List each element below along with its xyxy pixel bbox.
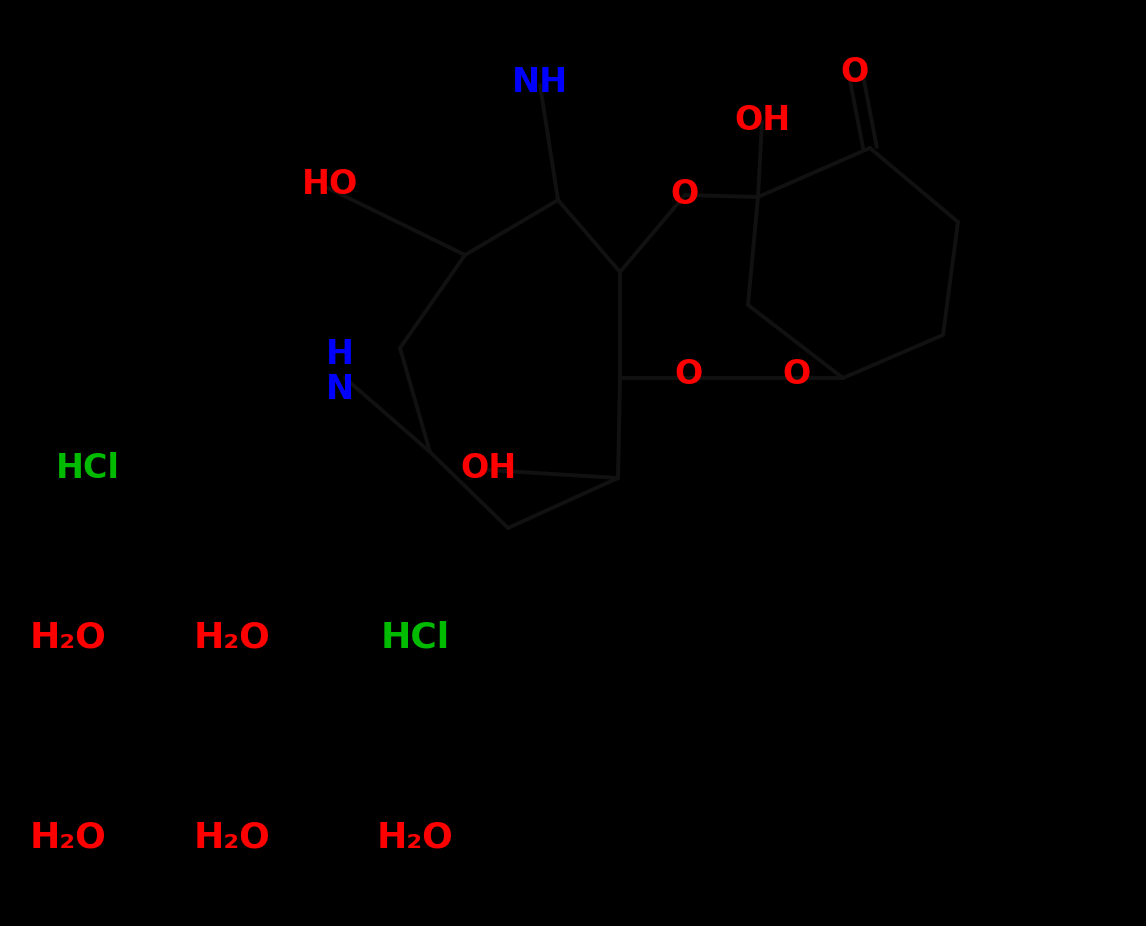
Text: H: H	[325, 339, 354, 371]
Text: H₂O: H₂O	[194, 821, 270, 855]
Text: HO: HO	[301, 169, 359, 202]
Text: O: O	[670, 179, 699, 211]
Text: NH: NH	[512, 67, 568, 99]
Text: OH: OH	[735, 104, 791, 136]
Text: H₂O: H₂O	[194, 620, 270, 654]
Text: N: N	[325, 373, 354, 407]
Text: HCl: HCl	[56, 452, 120, 484]
Text: O: O	[674, 358, 702, 392]
Text: O: O	[783, 358, 811, 392]
Text: H₂O: H₂O	[377, 821, 454, 855]
Text: H₂O: H₂O	[30, 620, 107, 654]
Text: OH: OH	[460, 452, 516, 484]
Text: H₂O: H₂O	[30, 821, 107, 855]
Text: O: O	[841, 56, 869, 89]
Text: HCl: HCl	[380, 620, 449, 654]
